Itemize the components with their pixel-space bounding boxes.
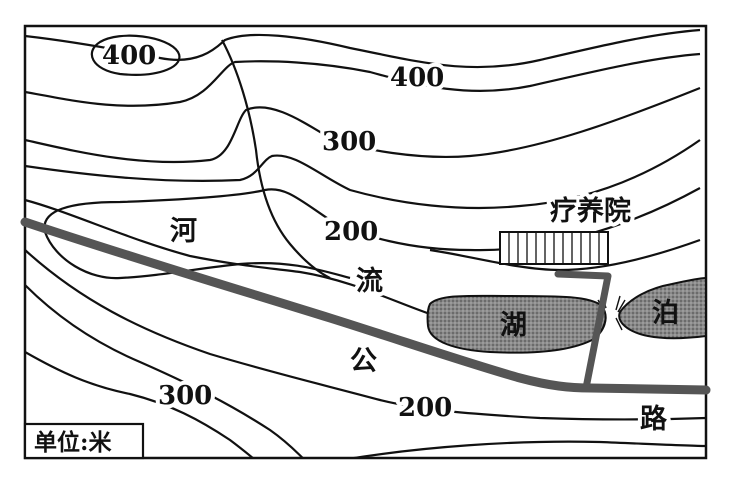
contour-bottom-right (347, 440, 706, 458)
contour-lower-mid (25, 249, 706, 421)
label-lake-po: 泊 (652, 298, 679, 329)
contour-lower-outer (25, 351, 255, 458)
contour-label-300-bottom: 300 (158, 381, 212, 411)
contour-300-upper (25, 86, 701, 164)
river-tributary (221, 39, 331, 279)
lake-east (618, 276, 707, 340)
unit-legend: 单位:米 (23, 422, 145, 460)
road-highway (20, 217, 711, 395)
road-branch (554, 270, 612, 392)
contour-350 (25, 28, 701, 69)
label-river-he: 河 (170, 216, 197, 247)
label-road-lu: 路 (640, 403, 668, 435)
contour-250 (25, 139, 701, 210)
label-sanatorium: 疗养院 (550, 195, 631, 227)
river-main (24, 198, 431, 316)
label-river-liu: 流 (356, 266, 383, 297)
contour-label-400-top: 400 (102, 41, 156, 71)
contour-400-closed (90, 34, 181, 76)
contour-label-200-bottom: 200 (398, 393, 452, 423)
contour-label-300-top: 300 (322, 127, 376, 157)
contour-label-200-center: 200 (324, 217, 378, 247)
contour-400-open (25, 52, 701, 107)
label-lake-hu: 湖 (500, 310, 527, 341)
sanatorium-building (499, 231, 609, 265)
label-road-gong: 公 (350, 346, 377, 377)
unit-legend-text: 单位:米 (34, 429, 112, 456)
contour-300-lower (25, 284, 305, 458)
contour-right-upper (429, 238, 701, 272)
contour-label-400-right: 400 (390, 63, 444, 93)
